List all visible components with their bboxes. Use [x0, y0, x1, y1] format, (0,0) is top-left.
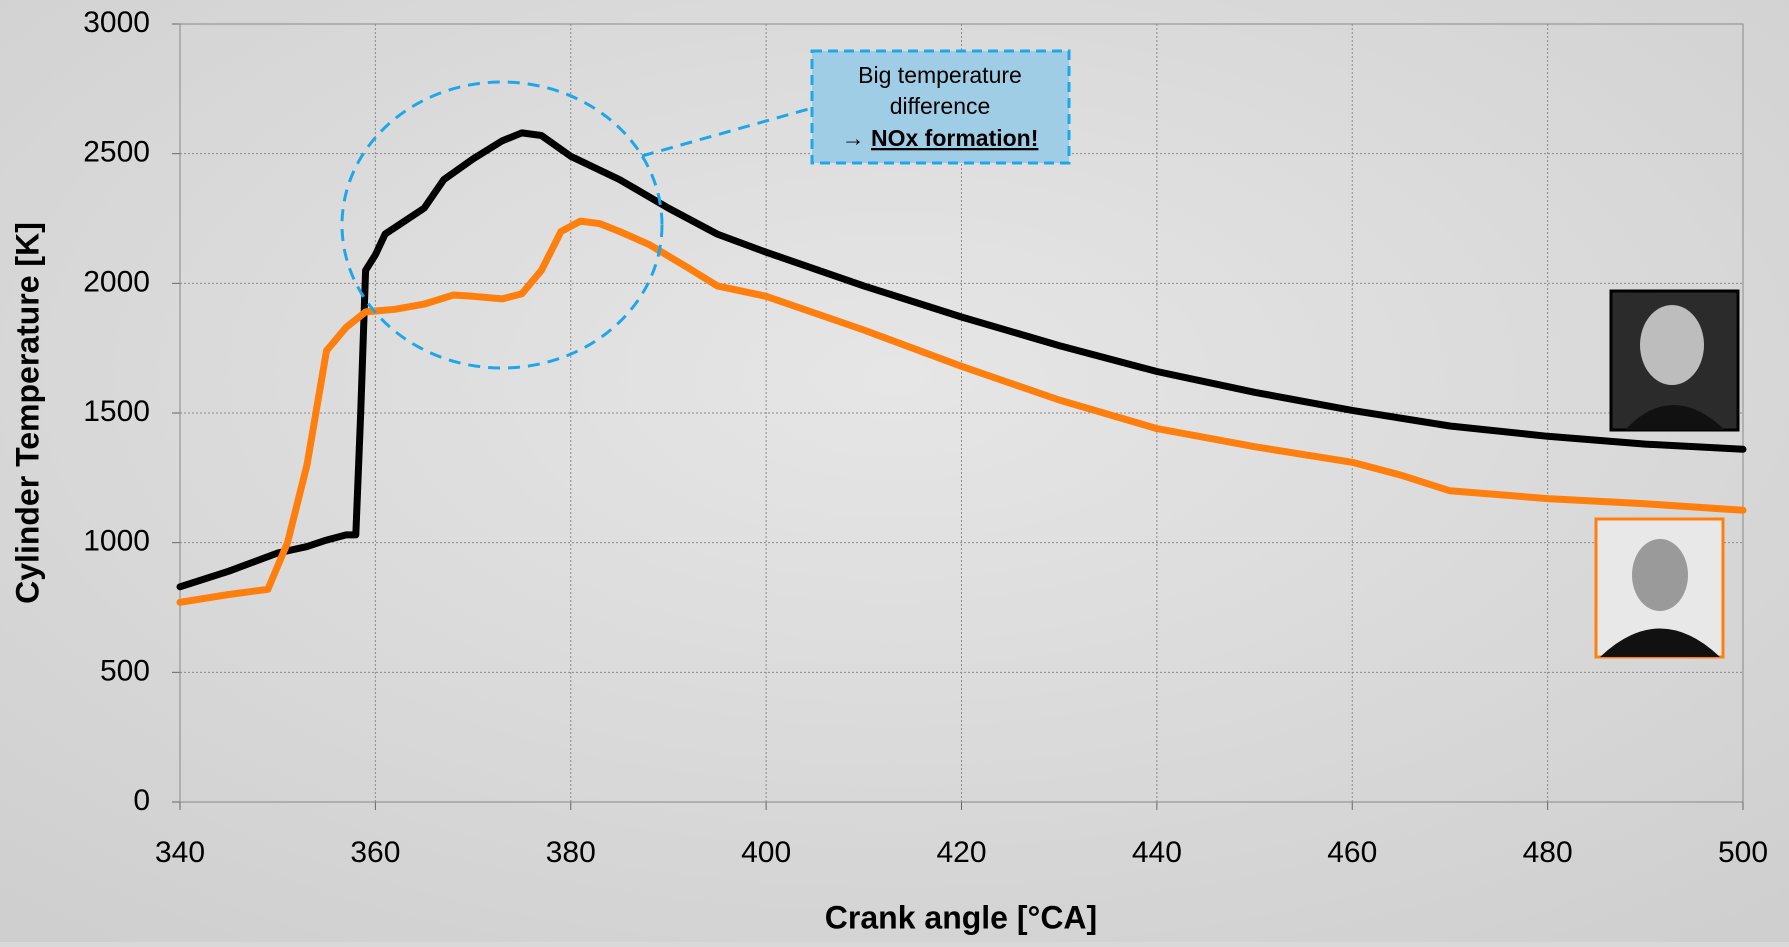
y-tick-label: 3000 [83, 6, 150, 39]
portrait-diesel [1609, 289, 1740, 432]
highlight-circle [340, 80, 664, 370]
x-tick-label: 500 [1718, 836, 1768, 869]
x-tick-label: 400 [741, 836, 791, 869]
x-tick-label: 340 [155, 836, 205, 869]
x-tick-label: 480 [1523, 836, 1573, 869]
annotation-arrow: → [842, 125, 865, 151]
annotation-line: difference [890, 93, 991, 119]
plot-frame [179, 23, 1744, 803]
photo-face [1632, 539, 1688, 611]
portrait-otto [1594, 517, 1725, 659]
y-tick-label: 2500 [83, 136, 150, 169]
y-tick-label: 500 [100, 654, 150, 687]
x-tick-label: 440 [1132, 836, 1182, 869]
x-tick-label: 460 [1327, 836, 1377, 869]
photo-body [1600, 628, 1720, 657]
annotation-emphasis: NOx formation! [871, 125, 1038, 151]
y-tick-label: 1500 [83, 395, 150, 428]
x-tick-label: 380 [546, 836, 596, 869]
y-tick-label: 0 [133, 784, 150, 817]
x-tick-label: 420 [936, 836, 986, 869]
callout-line [641, 106, 813, 158]
x-tick-label: 360 [350, 836, 400, 869]
annotation-line: Big temperature [858, 62, 1022, 88]
series-line [176, 217, 1747, 606]
photo-body [1625, 405, 1725, 430]
y-tick-label: 1000 [83, 525, 150, 558]
annotation-box [810, 49, 1071, 165]
y-tick-label: 2000 [83, 265, 150, 298]
series-line [176, 129, 1747, 591]
y-axis-title: Cylinder Temperature [K] [9, 222, 45, 604]
annotation-conclusion: → NOx formation! [842, 125, 1039, 151]
photo-face [1640, 305, 1704, 385]
x-axis-title: Crank angle [°CA] [825, 899, 1097, 935]
lines [176, 129, 1747, 606]
